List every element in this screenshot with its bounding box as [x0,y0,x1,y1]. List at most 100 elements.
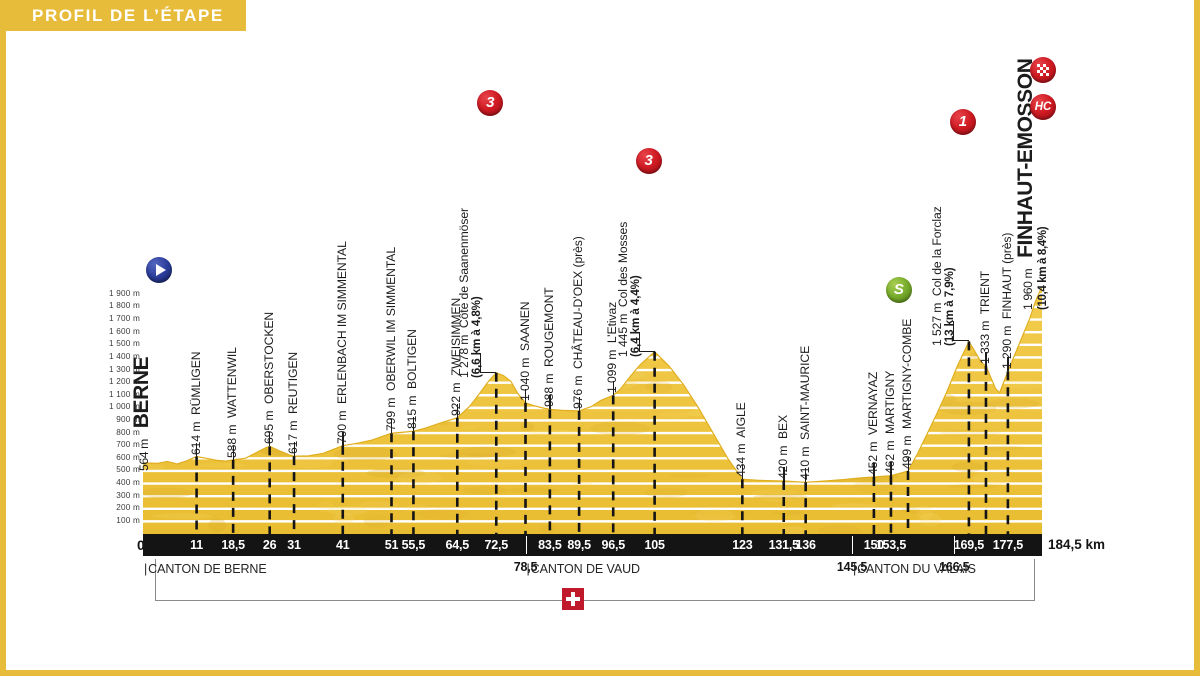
label-leader-line [480,352,497,373]
profile-point-label: 1 278 m Côte de Saanenmöser (6,6 km à 4,8… [457,208,484,378]
label-stem [985,351,987,366]
point-altitude: 1 040 m [517,357,532,401]
profile-point-label: 1 040 m SAANEN [517,301,532,401]
profile-point-label: 462 m MARTIGNY [882,370,897,474]
profile-point-label: 410 m SAINT-MAURICE [798,346,812,480]
point-name: AIGLE [734,402,749,438]
y-axis-tick: 200 m [116,503,140,513]
profile-point-label: 434 m AIGLE [734,402,749,478]
km-axis-start-label: 0 [137,537,145,553]
point-altitude: 799 m [383,397,398,432]
point-name: MARTIGNY [882,370,897,434]
climb-gradient: (6,4 km à 4,4%) [628,275,642,357]
point-altitude: 588 m [225,424,240,458]
point-altitude: 922 m [449,382,464,416]
point-altitude: 564 m [137,438,151,471]
km-axis-total-label: 184,5 km [1048,537,1106,552]
profile-point-label: 420 m BEX [776,415,790,479]
profile-point-label: 815 m BOLTIGEN [405,329,419,429]
label-leader-line [638,331,655,352]
km-axis-tick: 153,5 [875,538,907,552]
profile-point-label: 1 290 m FINHAUT (près) [1000,233,1014,369]
profile-point-label: 695 m OBERSTOCKEN [261,312,276,445]
y-axis-tick: 800 m [116,427,140,437]
profile-tick-marks [195,341,1010,534]
km-axis-tick: 123 [732,538,753,552]
point-altitude: 976 m [571,375,586,409]
km-axis-tick: 64,5 [445,538,470,552]
canton-box: CANTON DE BERNECANTON DE VAUDCANTON DU V… [148,559,1035,601]
label-stem [456,403,459,418]
point-name: TRIENT [977,270,992,315]
km-axis-tick: 150 [863,538,885,552]
point-name: BERNE [130,356,153,429]
y-axis-tick: 1 300 m [109,364,140,374]
label-stem [293,442,295,457]
point-name: SAANEN [517,301,532,351]
km-axis-tick: 105 [644,538,665,552]
profile-point-label: 700 m ERLENBACH IM SIMMENTAL [334,240,349,444]
label-stem [783,467,785,482]
label-stem [907,457,909,472]
profile-plot-area [143,283,1042,534]
label-stem [890,461,892,476]
point-altitude: 452 m [865,441,880,475]
point-name: CHÂTEAU-D’OEX (près) [571,236,586,369]
km-axis-separator [525,536,527,554]
label-stem [342,431,344,446]
label-stem [612,381,614,396]
label-stem [412,417,415,432]
profile-point-label: 588 m WATTENWIL [225,347,240,458]
elevation-area-path [143,286,1042,534]
km-axis-tick: 83,5 [538,538,562,552]
km-axis-tick: 177,5 [992,538,1024,552]
swiss-flag-icon [562,588,584,610]
km-axis-tick: 18,5 [221,538,245,552]
point-name: MARTIGNY-COMBE [900,318,914,430]
y-axis-tick: 400 m [116,478,140,488]
y-axis-tick: 900 m [116,414,140,424]
y-axis-tick: 1 700 m [109,314,140,324]
y-axis-tick: 1 800 m [109,301,140,311]
label-stem [391,419,393,434]
y-axis-tick: 1 600 m [109,326,140,336]
profile-point-label: 976 m CHÂTEAU-D’OEX (près) [571,236,586,409]
point-name: ERLENBACH IM SIMMENTAL [334,240,349,404]
y-axis-tick: 1 900 m [109,288,140,298]
point-altitude: 695 m [261,410,276,445]
climb-gradient: (6,6 km à 4,8%) [470,296,484,378]
km-axis-tick: 26 [262,538,277,552]
point-name: RÜMLIGEN [188,351,203,415]
km-axis-tick: 55,5 [401,538,426,552]
point-name: OBERSTOCKEN [261,312,276,405]
point-name: OBERWIL IM SIMMENTAL [383,247,398,392]
y-axis: 1 900 m 1 800 m 1 700 m 1 600 m 1 500 m 1 400… [68,289,140,535]
y-axis-tick: 500 m [116,465,140,475]
label-stem [873,462,875,477]
km-axis-separator [851,536,853,554]
climb-gradient: (13 km à 7,9%) [942,267,956,347]
y-axis-tick: 1 400 m [109,351,140,361]
label-stem [525,388,527,403]
profile-point-label: 499 m MARTIGNY-COMBE [900,318,914,469]
profile-point-label: 988 m ROUGEMONT [541,288,556,408]
climb-category-3-badge-mosses: 3 [635,148,662,174]
climb-gradient: (10,4 km à 8,4%) [1036,226,1049,310]
start-play-icon [146,257,172,283]
km-axis-tick: 131,5 [768,538,799,552]
point-altitude: 462 m [882,440,897,474]
point-name: REUTIGEN [286,352,301,415]
y-axis-tick: 1 000 m [109,402,140,412]
km-axis-tick: 31 [287,538,301,552]
y-axis-tick: 700 m [116,440,140,450]
label-stem [269,432,271,447]
profile-point-label: 614 m RÜMLIGEN [188,351,203,455]
point-altitude: 1 333 m [977,320,992,364]
profile-point-label: 799 m OBERWIL IM SIMMENTAL [383,247,398,432]
checkered-flag-icon [1030,57,1056,83]
elevation-profile-chart: 1 900 m 1 800 m 1 700 m 1 600 m 1 500 m 1 400… [6,31,1194,670]
point-altitude: 988 m [541,374,556,408]
y-axis-tick: 300 m [116,490,140,500]
point-altitude: 614 m [188,421,203,455]
